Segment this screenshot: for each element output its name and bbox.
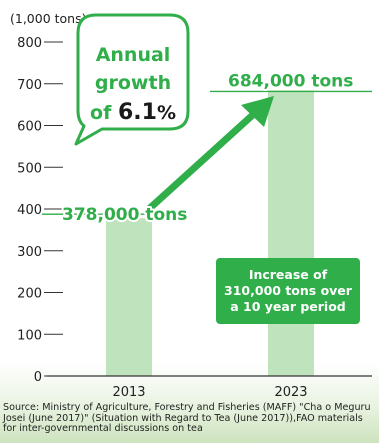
y-tick-label: 0 [34,370,42,385]
increase-callout-text: Increase of 310,000 tons over a 10 year … [224,267,352,314]
y-tick-label: 500 [17,161,42,176]
growth-bubble: Annual growth of 6.1% [74,13,190,146]
x-tick-label: 2023 [274,385,307,400]
growth-bubble-shape [74,13,190,146]
x-tick-label: 2013 [112,385,145,400]
growth-bubble-line3: of 6.1% [90,100,176,125]
y-tick-label: 400 [17,203,42,218]
source-note: Source: Ministry of Agriculture, Forestr… [3,402,371,435]
y-tick-label: 600 [17,120,42,135]
increase-callout: Increase of 310,000 tons over a 10 year … [216,258,360,324]
bar-chart: 0 100 200 300 400 500 600 700 800 2013 2023 378,0… [17,13,372,400]
y-tick-label: 300 [17,245,42,260]
data-label-2023: 684,000 tons [228,71,353,91]
bar-2013 [106,218,152,376]
bars-group [42,90,372,377]
data-label-2013: 378,000 tons [62,205,187,225]
y-axis-ticks: 0 100 200 300 400 500 600 700 800 [17,36,63,385]
bar-2023 [268,90,314,377]
growth-arrow-shaft [146,108,260,212]
growth-bubble-line1: Annual [96,44,171,66]
growth-arrow [146,96,274,212]
growth-prefix: of [90,102,118,124]
growth-rate-value: 6.1 [118,100,157,125]
data-labels: 378,000 tons 684,000 tons [60,69,355,227]
y-axis-unit-label: (1,000 tons) [10,11,87,26]
growth-bubble-line2: growth [95,72,171,94]
x-axis-labels: 2013 2023 [112,385,307,400]
growth-percent-sign: % [157,102,176,124]
growth-arrow-head [241,96,274,127]
y-tick-label: 200 [17,287,42,302]
y-tick-label: 700 [17,78,42,93]
y-tick-label: 100 [17,328,42,343]
y-tick-label: 800 [17,36,42,51]
